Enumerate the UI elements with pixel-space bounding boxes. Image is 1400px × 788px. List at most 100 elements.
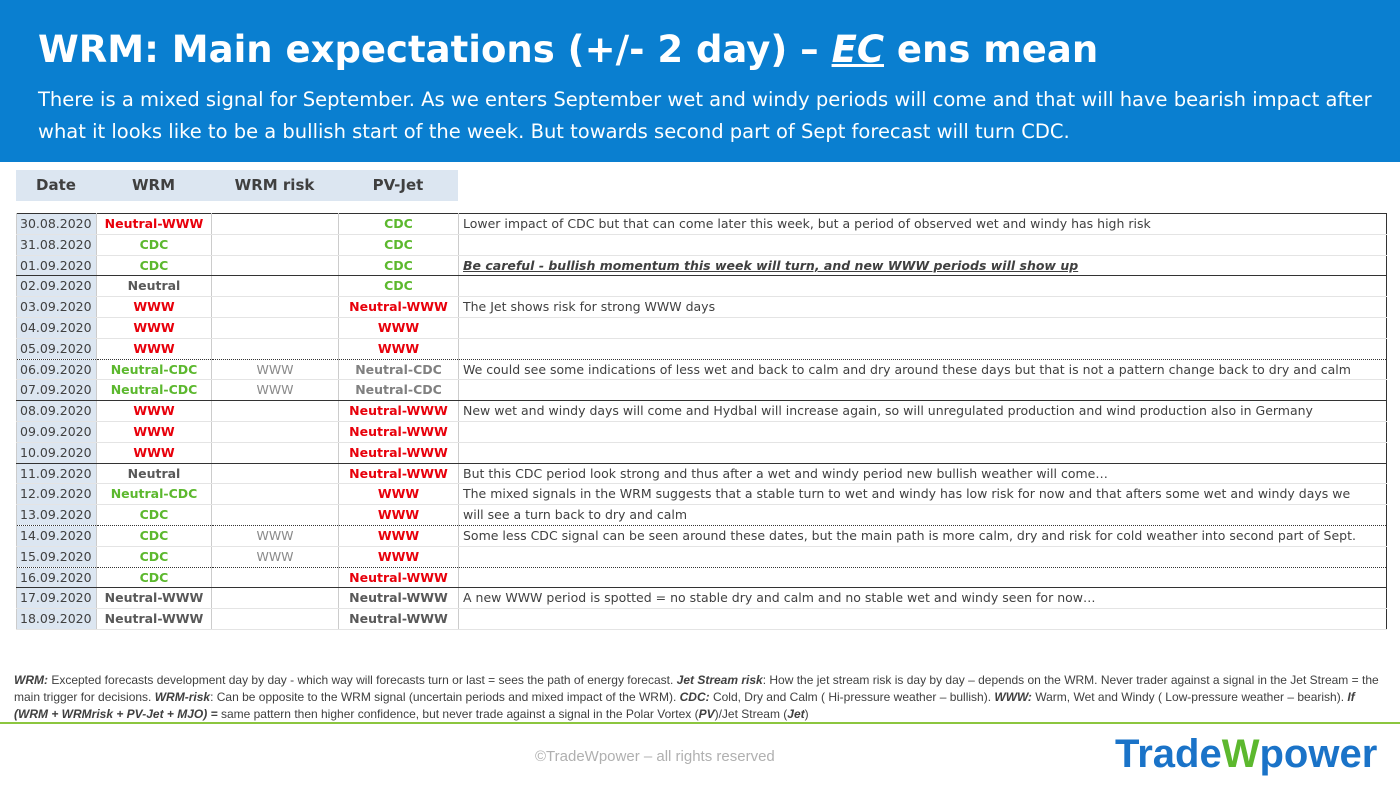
wrm-cell: CDC [96,255,212,277]
title-part: WRM: Main expectations (+/- 2 day) – [38,28,832,71]
wrm-cell: Neutral [96,275,212,298]
pv-jet-cell: Neutral-WWW [338,421,459,443]
wrm-cell: WWW [96,442,212,464]
date-cell: 13.09.2020 [16,504,97,526]
table-row: 09.09.2020 WWW Neutral-WWW [16,421,1387,443]
date-cell: 10.09.2020 [16,442,97,464]
table-row: 04.09.2020 WWW WWW [16,317,1387,339]
pv-jet-cell: WWW [338,338,459,360]
table-row: 10.09.2020 WWW Neutral-WWW [16,442,1387,464]
risk-cell [211,400,339,422]
pv-jet-cell: Neutral-WWW [338,296,459,318]
risk-cell [211,442,339,464]
table-row: 01.09.2020 CDC CDC Be careful - bullish mom… [16,255,1387,277]
risk-cell [211,504,339,526]
table-row: 16.09.2020 CDC Neutral-WWW [16,567,1387,589]
table-row: 03.09.2020 WWW Neutral-WWW The Jet shows ri… [16,296,1387,318]
risk-cell [211,213,339,235]
note-cell: Some less CDC signal can be seen around … [458,525,1387,547]
table-row: 02.09.2020 Neutral CDC [16,275,1387,298]
legend-term: If (WRM + WRMrisk + PV-Jet + MJO) = [14,690,1355,721]
legend-text: same pattern then higher confidence, but… [217,707,699,721]
risk-cell [211,608,339,630]
note-cell: will see a turn back to dry and calm [458,504,1387,526]
note-cell [458,421,1387,443]
risk-cell [211,338,339,360]
subtitle: There is a mixed signal for September. A… [38,88,1372,143]
table-row: 05.09.2020 WWW WWW [16,338,1387,360]
date-cell: 03.09.2020 [16,296,97,318]
note-cell: New wet and windy days will come and Hyd… [458,400,1387,422]
pv-jet-cell: WWW [338,525,459,547]
wrm-cell: Neutral-CDC [96,359,212,381]
pv-jet-cell: Neutral-WWW [338,400,459,422]
date-cell: 02.09.2020 [16,275,97,298]
wrm-cell: Neutral-WWW [96,213,212,235]
risk-cell [211,234,339,256]
logo-part: Trade [1115,732,1222,776]
note-cell [458,608,1387,630]
title: WRM: Main expectations (+/- 2 day) – EC … [38,28,1098,71]
risk-cell [211,463,339,485]
note-cell: A new WWW period is spotted = no stable … [458,587,1387,610]
wrm-cell: CDC [96,234,212,256]
risk-cell [211,567,339,589]
legend-term: CDC: [679,690,710,704]
risk-cell: WWW [211,379,339,402]
pv-jet-cell: Neutral-WWW [338,442,459,464]
legend-text: )/Jet Stream ( [714,707,788,721]
note-cell [458,317,1387,339]
risk-cell [211,275,339,298]
date-cell: 08.09.2020 [16,400,97,422]
table-row: 17.09.2020 Neutral-WWW Neutral-WWW A new WW… [16,587,1387,610]
note-cell: The mixed signals in the WRM suggests th… [458,483,1387,506]
wrm-cell: WWW [96,296,212,318]
note-cell: Lower impact of CDC but that can come la… [458,213,1387,235]
date-cell: 16.09.2020 [16,567,97,589]
pv-jet-cell: WWW [338,317,459,339]
note-cell: We could see some indications of less we… [458,359,1387,381]
logo-part: power [1259,732,1378,776]
divider [0,722,1400,724]
wrm-cell: CDC [96,504,212,526]
table-row: 06.09.2020 Neutral-CDC WWW Neutral-CDC We co… [16,359,1387,381]
wrm-cell: Neutral-CDC [96,379,212,402]
date-cell: 06.09.2020 [16,359,97,381]
pv-jet-cell: Neutral-CDC [338,379,459,402]
legend-text: : How the jet stream risk is day by day … [14,673,1379,704]
pv-jet-cell: CDC [338,234,459,256]
table-row: 07.09.2020 Neutral-CDC WWW Neutral-CDC [16,379,1387,402]
pv-jet-cell: WWW [338,504,459,526]
risk-cell [211,317,339,339]
column-header: PV-Jet [372,176,424,194]
legend-text: Excepted forecasts development day by da… [47,673,677,687]
copyright: ©TradeWpower – all rights reserved [535,748,775,765]
legend-text: Cold, Dry and Calm ( Hi-pressure weather… [709,690,995,704]
risk-cell: WWW [211,546,339,568]
legend-term: Jet [787,707,805,721]
table-row: 11.09.2020 Neutral Neutral-WWW But this CDC… [16,463,1387,485]
title-part: EC [831,28,884,71]
wrm-cell: CDC [96,525,212,547]
table: 30.08.2020 Neutral-WWW CDC Lower impact of … [16,213,1387,630]
table-row: 15.09.2020 CDC WWW WWW [16,546,1387,568]
wrm-cell: CDC [96,546,212,568]
wrm-cell: CDC [96,567,212,589]
date-cell: 09.09.2020 [16,421,97,443]
date-cell: 18.09.2020 [16,608,97,630]
pv-jet-cell: CDC [338,213,459,235]
pv-jet-cell: WWW [338,546,459,568]
date-cell: 07.09.2020 [16,379,97,402]
date-cell: 11.09.2020 [16,463,97,485]
note-cell: Be careful - bullish momentum this week … [458,255,1387,277]
wrm-cell: WWW [96,338,212,360]
header: WRM: Main expectations (+/- 2 day) – EC … [0,0,1400,162]
date-cell: 05.09.2020 [16,338,97,360]
date-cell: 30.08.2020 [16,213,97,235]
date-cell: 12.09.2020 [16,483,97,506]
title-part: ens mean [884,28,1099,71]
column-header: WRM risk [234,176,315,194]
legend-text: WRM: Excepted forecasts development day … [14,672,1384,723]
risk-cell [211,587,339,610]
